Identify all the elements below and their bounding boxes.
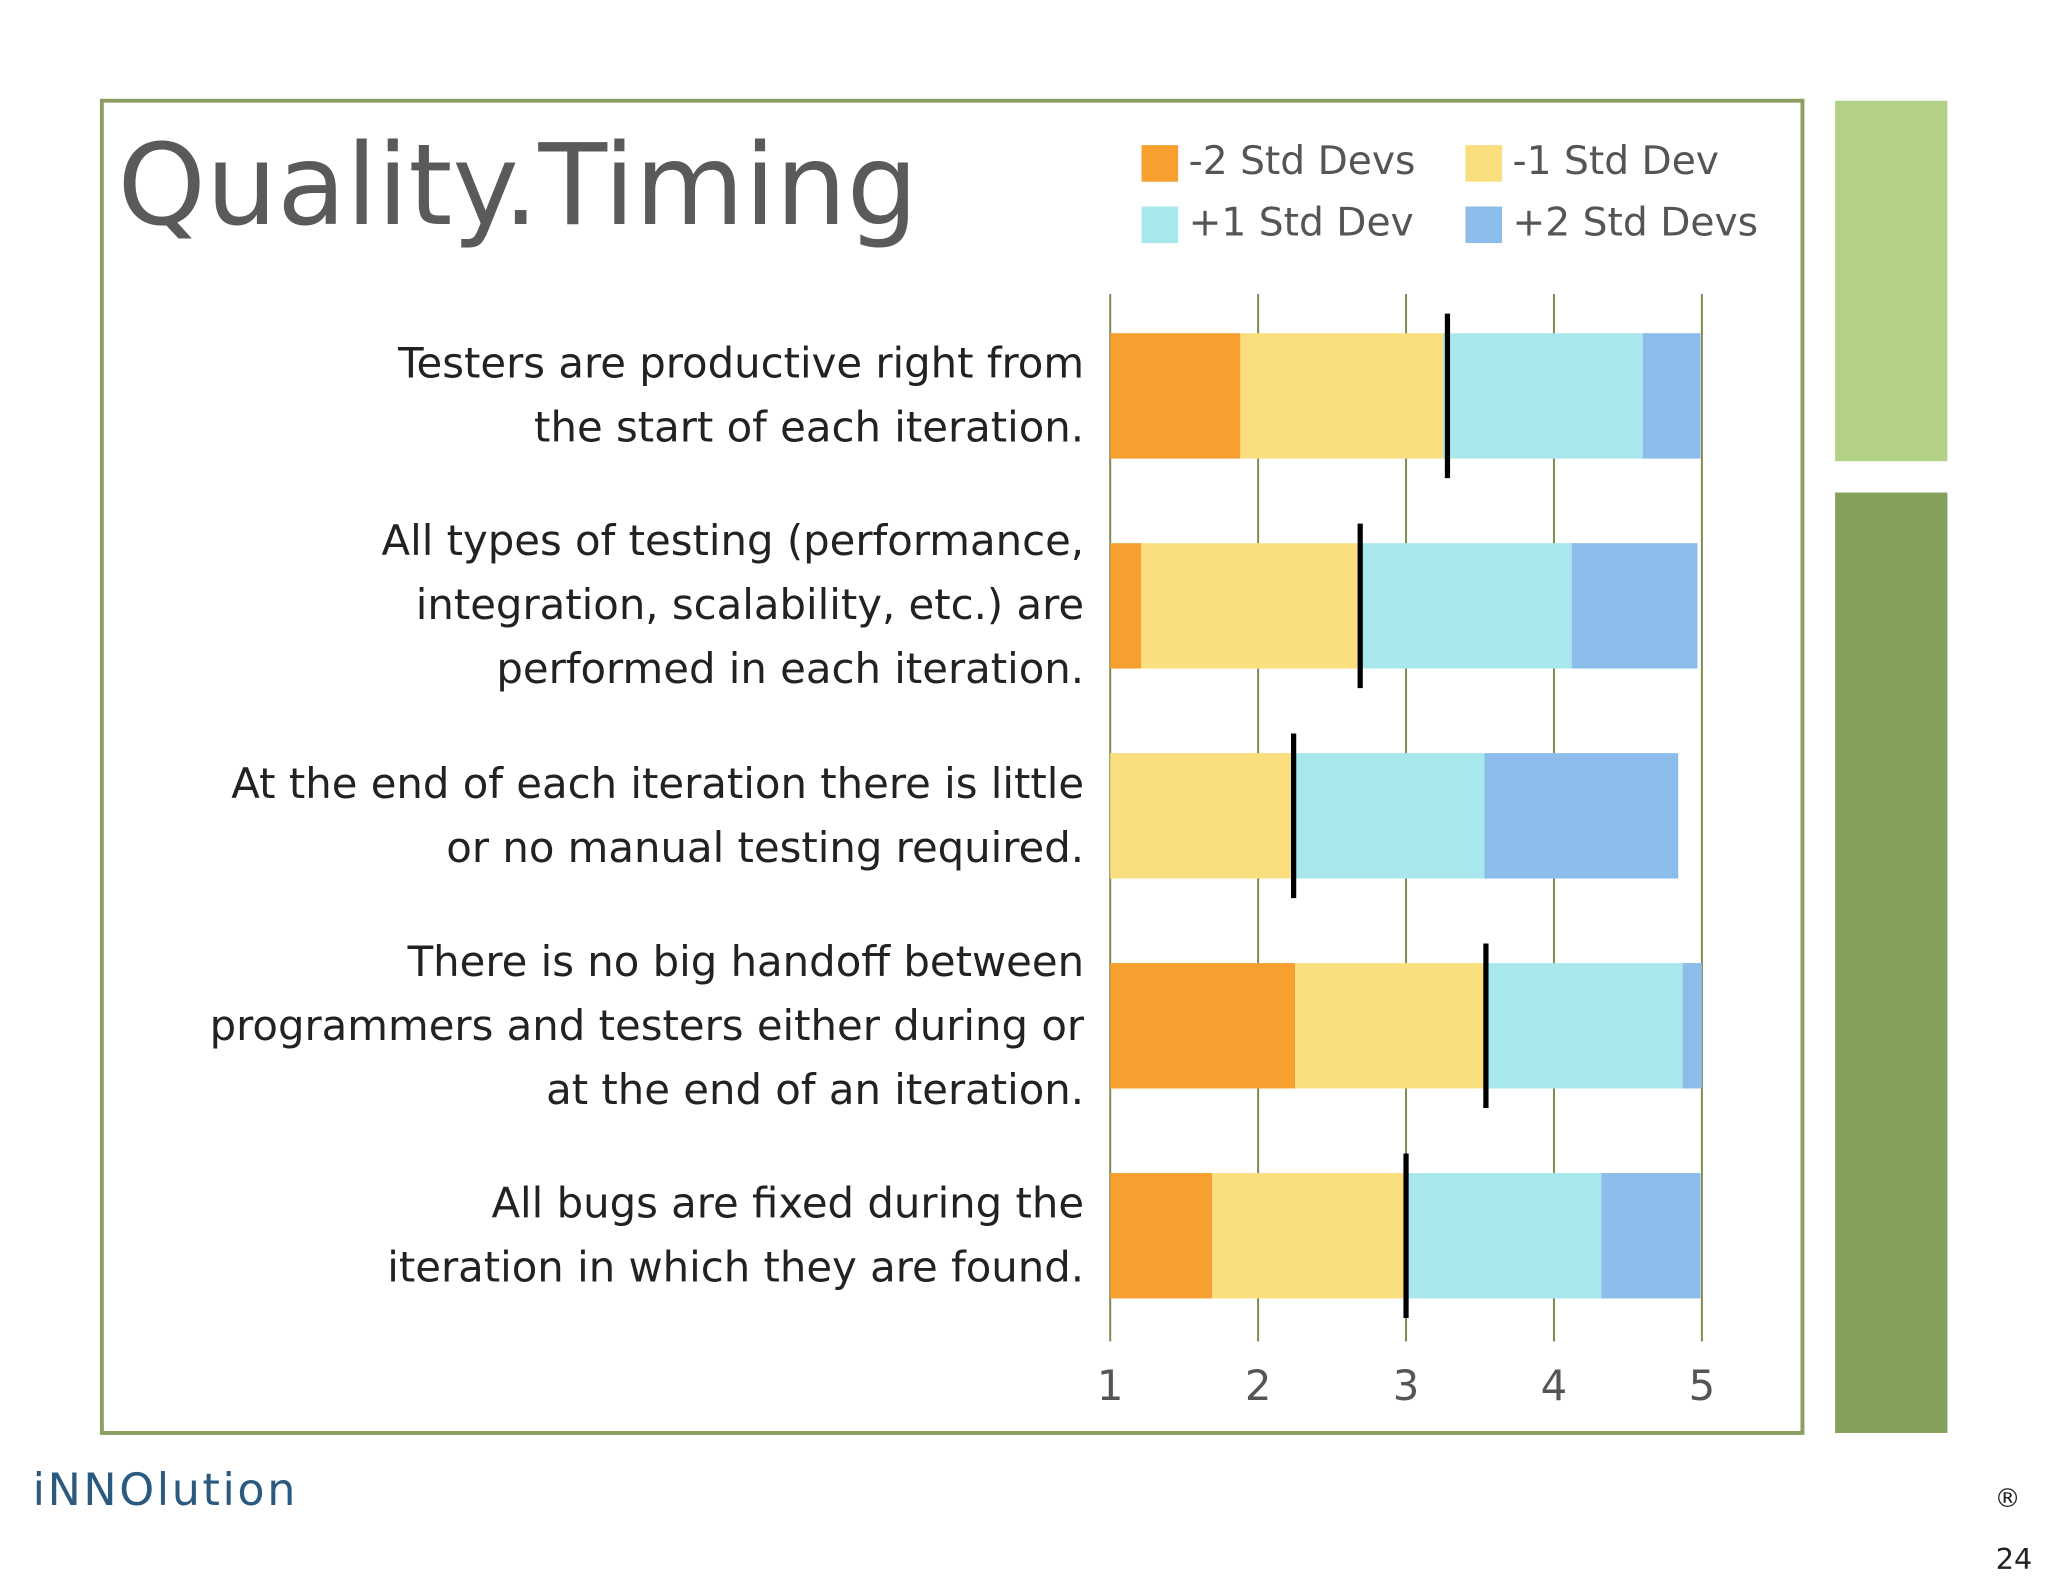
- x-tick-label: 3: [1393, 1361, 1420, 1410]
- bar-segment: [1212, 1173, 1407, 1299]
- category-wrap: Testers are productive right from the st…: [104, 278, 1084, 513]
- legend-label: -2 Std Devs: [1189, 139, 1416, 184]
- legend-swatch: [1465, 145, 1503, 182]
- legend-label: +1 Std Dev: [1189, 200, 1414, 245]
- bar-segment: [1110, 1173, 1213, 1299]
- category-label: All types of testing (performance, integ…: [381, 516, 1085, 695]
- chart-title: Quality.Timing: [118, 121, 918, 251]
- legend-swatch: [1141, 206, 1179, 244]
- bar-segment: [1682, 963, 1702, 1089]
- category-wrap: All types of testing (performance, integ…: [104, 488, 1085, 723]
- x-tick-label: 5: [1689, 1361, 1716, 1410]
- bar-segment: [1240, 333, 1444, 459]
- legend-swatch: [1465, 206, 1503, 244]
- registered: ®: [1994, 1484, 2020, 1514]
- bar-segment: [1110, 543, 1142, 669]
- bar-segment: [1110, 963, 1296, 1089]
- decor-light: [1835, 100, 1948, 462]
- bar-segment: [1110, 753, 1294, 879]
- bar-segment: [1642, 333, 1701, 459]
- page-number: 24: [1996, 1542, 2033, 1576]
- frame: [99, 98, 1805, 1435]
- bar-segment: [1484, 753, 1679, 879]
- x-tick-label: 4: [1541, 1361, 1568, 1410]
- bar-segment: [1571, 543, 1698, 669]
- category-label-box: All bugs are fixed during the iteration …: [104, 1118, 1084, 1353]
- category-label-box: At the end of each iteration there is li…: [104, 698, 1084, 933]
- legend-label: -1 Std Dev: [1512, 139, 1719, 184]
- bar-segment: [1360, 543, 1572, 669]
- bar-segment: [1295, 963, 1488, 1089]
- category-wrap: At the end of each iteration there is li…: [104, 698, 1084, 933]
- category-label-box: There is no big handoff between programm…: [104, 908, 1084, 1143]
- category-label-box: Testers are productive right from the st…: [104, 278, 1084, 513]
- x-tick-label: 2: [1245, 1361, 1272, 1410]
- bar-segment: [1110, 333, 1241, 459]
- category-label: All bugs are fixed during the iteration …: [387, 1178, 1085, 1292]
- category-label: At the end of each iteration there is li…: [231, 758, 1085, 872]
- legend-swatch: [1141, 145, 1179, 182]
- x-tick-label: 1: [1097, 1361, 1124, 1410]
- bar-segment: [1293, 753, 1485, 879]
- category-wrap: There is no big handoff between programm…: [104, 908, 1084, 1143]
- bar-segment: [1141, 543, 1361, 669]
- category-wrap: All bugs are fixed during the iteration …: [104, 1118, 1084, 1353]
- category-label: There is no big handoff between programm…: [209, 936, 1085, 1114]
- category-label: Testers are productive right from the st…: [398, 338, 1085, 453]
- bar-segment: [1406, 1173, 1602, 1299]
- category-label-box: All types of testing (performance, integ…: [104, 488, 1085, 723]
- legend-label: +2 Std Devs: [1512, 200, 1758, 245]
- bar-segment: [1443, 333, 1643, 459]
- decor-dark: [1835, 492, 1948, 1433]
- logo: iNNOlution: [33, 1465, 298, 1516]
- bar-segment: [1487, 963, 1683, 1089]
- bar-segment: [1601, 1173, 1701, 1299]
